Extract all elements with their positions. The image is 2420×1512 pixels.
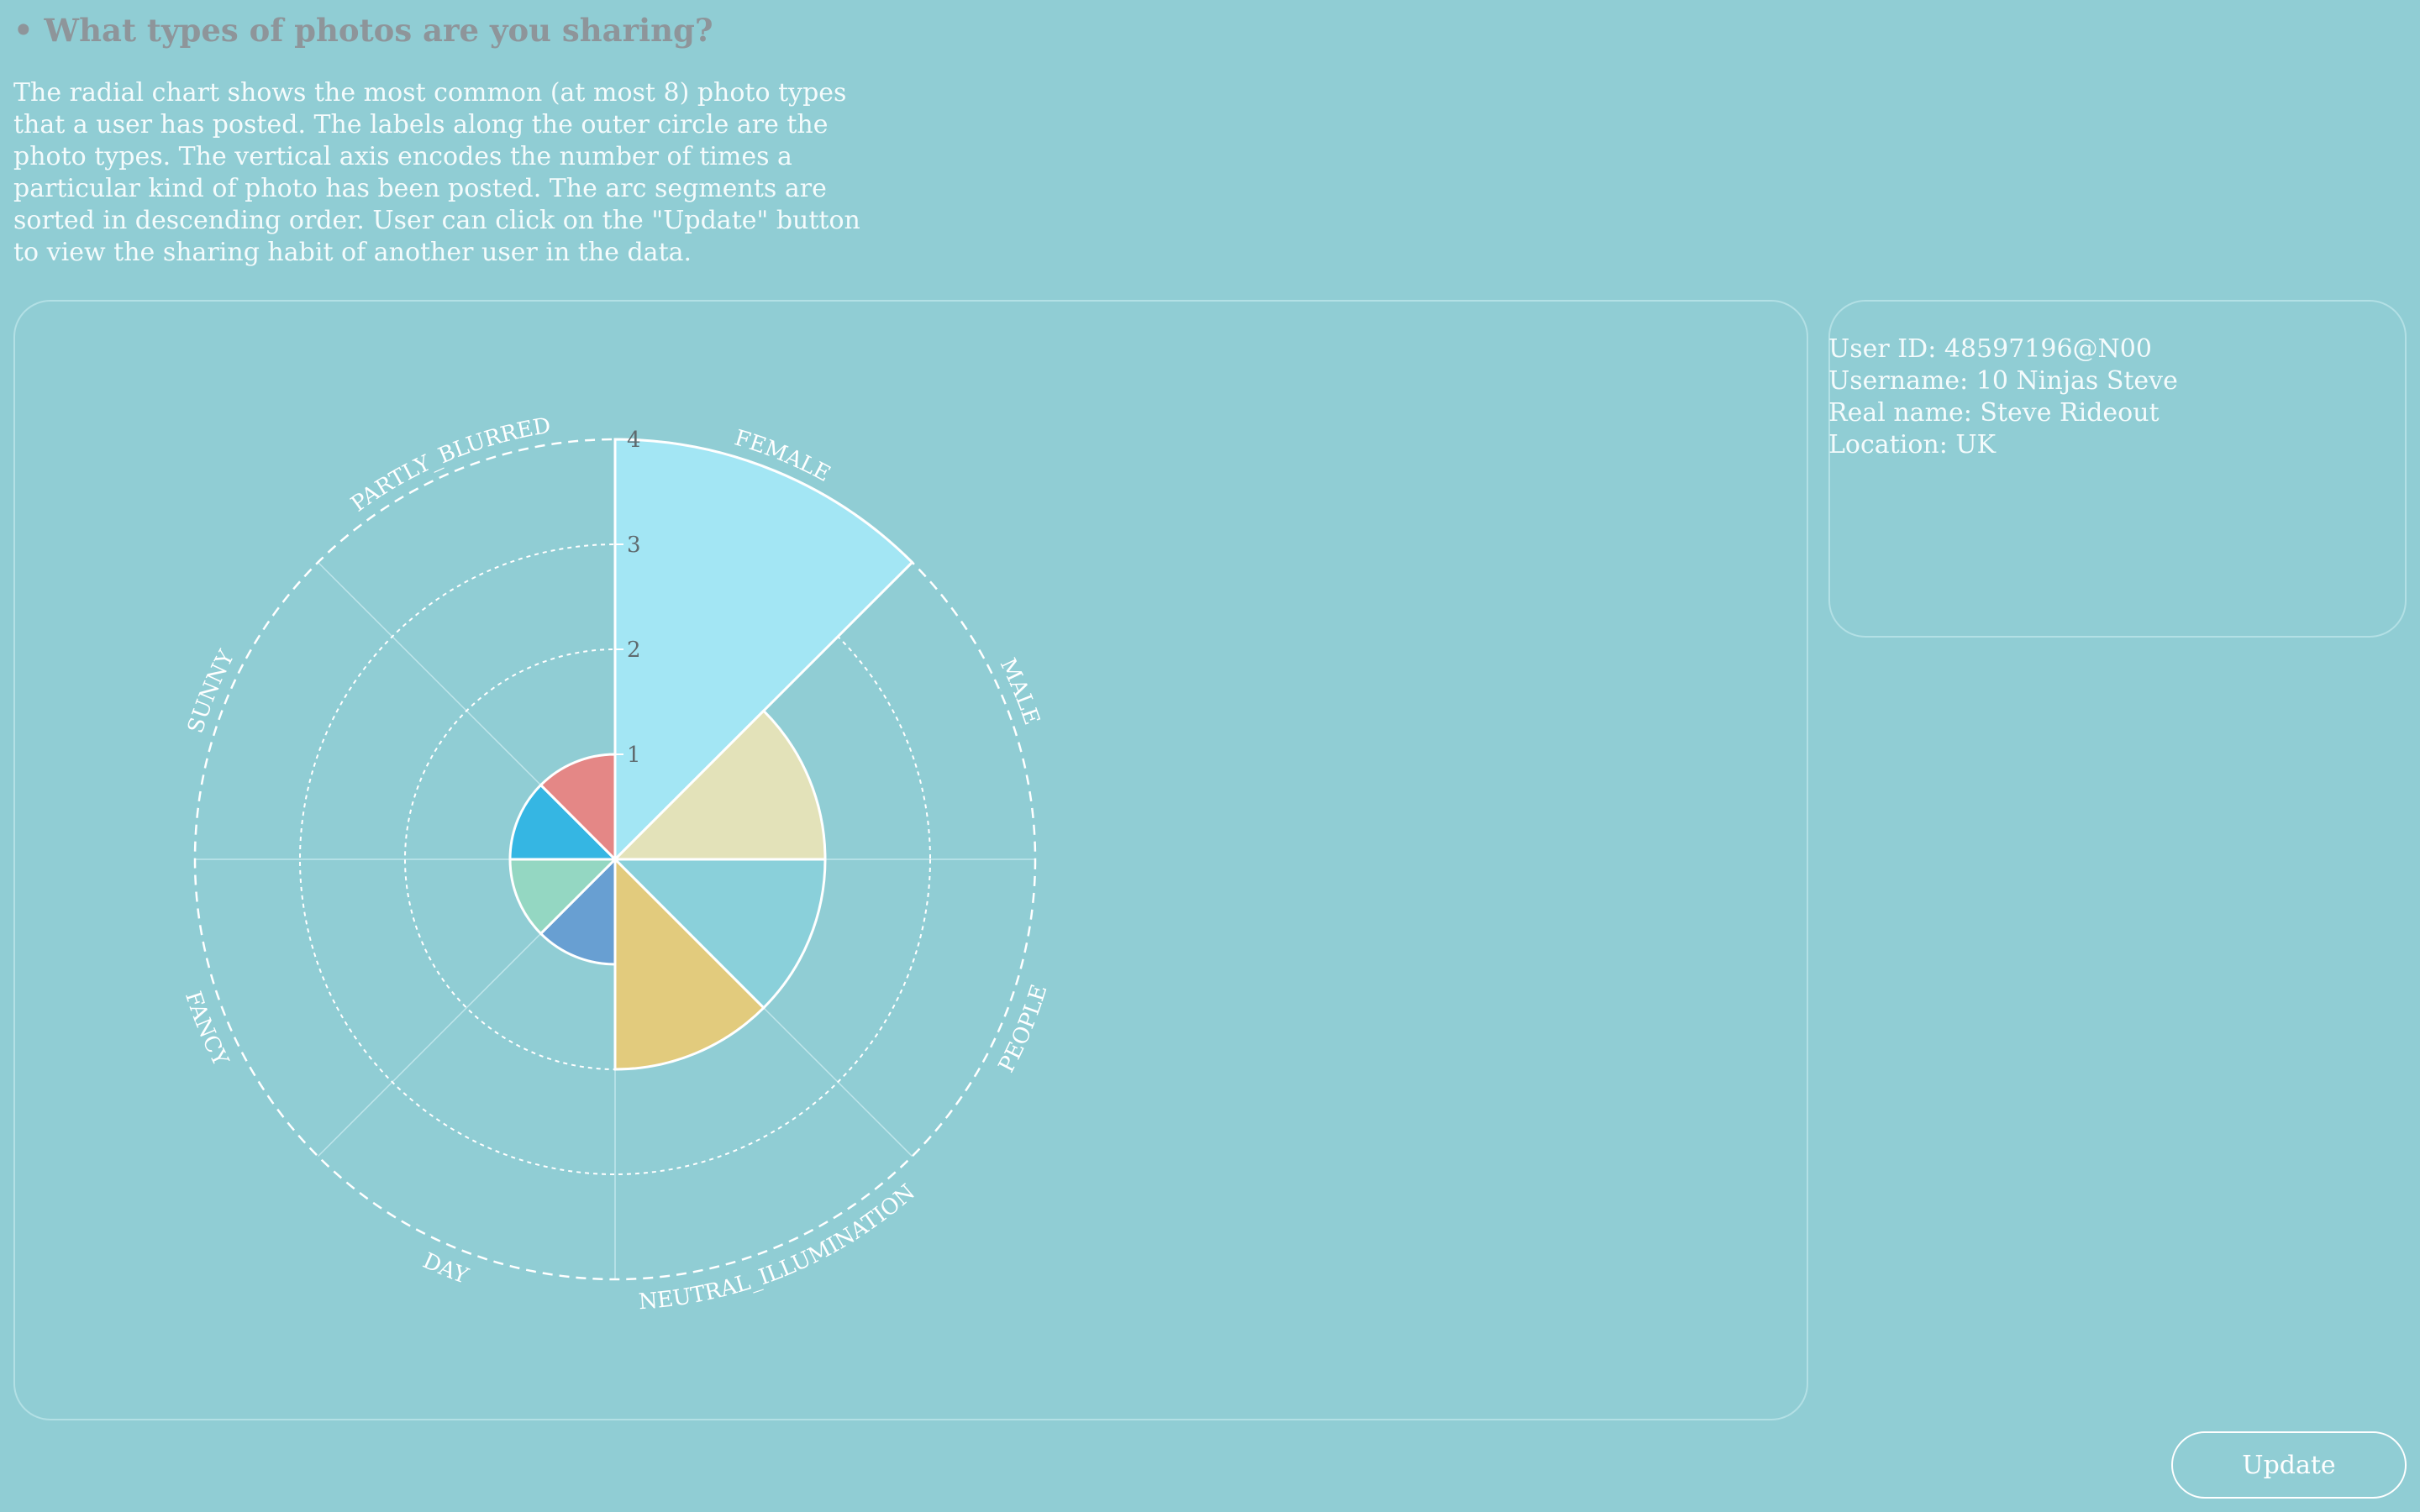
chart-description: The radial chart shows the most common (… [13,78,860,267]
wedge-neutral-illumination [613,856,765,1071]
chart-panel: 1 2 3 4 FEMALE MALE PEOPLE NEUTRAL_ILLUMINATION… [13,300,1808,1420]
location-text: Location: UK [1828,430,1996,459]
axis-tick-label: 4 [627,428,641,453]
update-button[interactable]: Update [2171,1431,2407,1499]
axis-tick-label: 3 [627,533,641,558]
wedge-female [613,438,914,863]
category-label: PEOPLE [994,982,1053,1077]
user-info-panel: User ID: 48597196@N00 Username: 10 Ninja… [1828,300,2407,638]
outer-circle [193,438,1037,1281]
category-label: DAY [418,1248,471,1289]
username-text: Username: 10 Ninjas Steve [1828,366,2178,396]
category-label: MALE [995,654,1044,728]
user-id-text: User ID: 48597196@N00 [1828,334,2152,364]
category-label: FANCY [180,989,234,1071]
wedge-people [612,858,827,1010]
axis-tick-label: 1 [627,743,641,768]
wedge-partly-blurred [539,753,617,863]
page-title: • What types of photos are you sharing? [13,12,713,49]
category-label: PARTLY_BLURRED [346,413,552,517]
real-name-text: Real name: Steve Rideout [1828,398,2160,428]
axis-tick-label: 2 [627,638,641,663]
category-label: NEUTRAL_ILLUMINATION [638,1179,920,1315]
wedge-male [612,709,827,861]
wedge-sunny [508,783,618,861]
grid-circle [299,543,931,1175]
wedge-fancy [508,858,618,936]
wedge-day [539,856,617,966]
category-label: SUNNY [183,646,240,737]
